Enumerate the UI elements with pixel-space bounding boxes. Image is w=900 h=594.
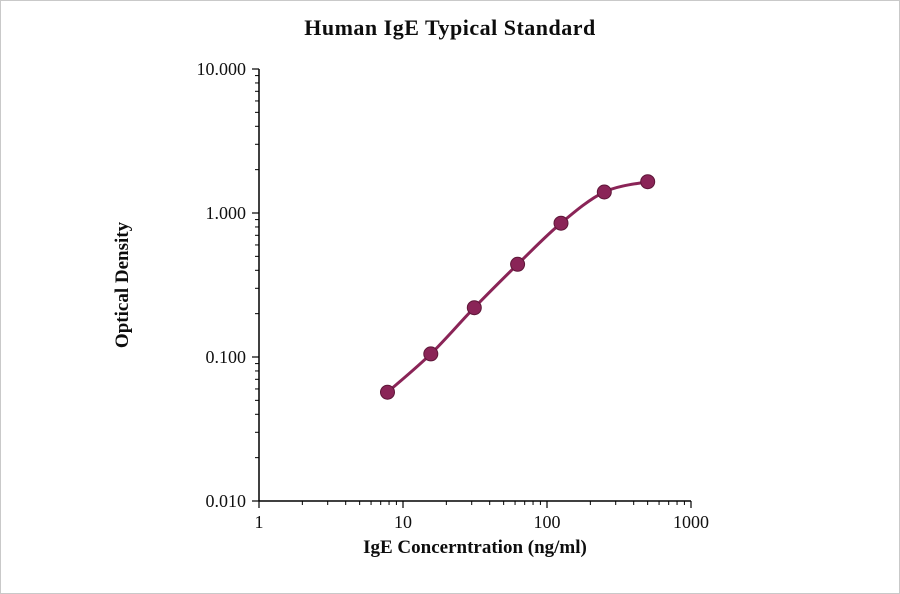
data-point [596,184,612,200]
x-tick-label: 10 [394,512,412,532]
y-tick-label: 0.100 [206,347,247,367]
series-line [386,180,650,394]
data-point [553,215,569,231]
x-tick-label: 1000 [673,512,709,532]
y-tick-label: 0.010 [206,491,247,511]
y-tick-label: 1.000 [206,203,247,223]
x-tick-label: 1 [255,512,264,532]
data-point [380,384,395,400]
x-axis-label: IgE Concerntration (ng/ml) [363,537,587,558]
data-point [640,174,656,190]
x-tick-label: 100 [534,512,561,532]
data-point [466,300,482,316]
data-point [510,256,526,272]
y-tick-label: 10.000 [197,59,247,79]
chart-title: Human IgE Typical Standard [304,15,596,40]
data-point [423,346,439,362]
